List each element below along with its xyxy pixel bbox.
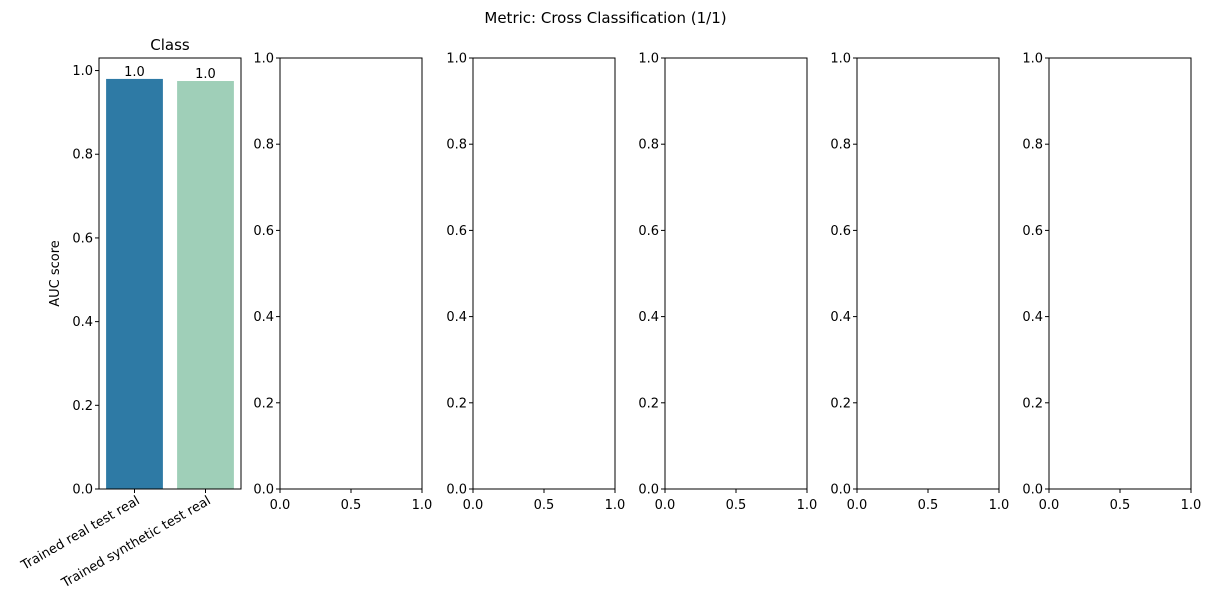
- ytick-label: 0.6: [253, 224, 274, 239]
- xtick-label: 1.0: [1181, 498, 1202, 513]
- bar-2: [177, 81, 234, 490]
- axes-frame: [472, 57, 616, 490]
- ytick-label: 0.2: [72, 399, 93, 414]
- xtick-label: 0.0: [847, 498, 868, 513]
- y-axis-label: AUC score: [48, 240, 63, 307]
- ytick-label: 1.0: [638, 52, 659, 67]
- ytick-label: 0.4: [638, 310, 659, 325]
- ytick-label: 0.4: [1022, 310, 1043, 325]
- subplot-3: 0.0 0.2 0.4 0.6 0.8 1.0 0.0 0.5 1.0: [446, 52, 625, 514]
- ytick-label: 0.8: [446, 138, 467, 153]
- xtick-label: 0.0: [270, 498, 291, 513]
- xtick-label: 0.5: [726, 498, 747, 513]
- ytick-label: 0.8: [72, 148, 93, 163]
- xtick-label: 0.5: [534, 498, 555, 513]
- xtick-label: 1.0: [605, 498, 626, 513]
- subplot-2: 0.0 0.2 0.4 0.6 0.8 1.0 0.0 0.5 1.0: [253, 52, 432, 514]
- ytick-label: 1.0: [253, 52, 274, 67]
- xtick-label: 1.0: [412, 498, 433, 513]
- xtick-label: 0.5: [918, 498, 939, 513]
- axes-frame: [664, 57, 808, 490]
- ytick-label: 1.0: [446, 52, 467, 67]
- ytick-label: 0.8: [1022, 138, 1043, 153]
- ytick-label: 0.0: [638, 483, 659, 498]
- bar-1: [106, 78, 163, 489]
- ytick-label: 0.6: [72, 231, 93, 246]
- ytick-label: 0.4: [253, 310, 274, 325]
- ytick-label: 0.8: [830, 138, 851, 153]
- ytick-label: 0.2: [1022, 396, 1043, 411]
- ytick-label: 0.0: [253, 483, 274, 498]
- axes-frame: [856, 57, 1000, 490]
- subplot-4: 0.0 0.2 0.4 0.6 0.8 1.0 0.0 0.5 1.0: [638, 52, 817, 514]
- subplot-title: Class: [150, 36, 190, 54]
- figure-suptitle: Metric: Cross Classification (1/1): [484, 9, 726, 27]
- ytick-label: 0.2: [830, 396, 851, 411]
- ytick-label: 0.4: [830, 310, 851, 325]
- ytick-label: 0.6: [830, 224, 851, 239]
- ytick-label: 0.8: [638, 138, 659, 153]
- xtick-label: 1.0: [797, 498, 818, 513]
- subplot-5: 0.0 0.2 0.4 0.6 0.8 1.0 0.0 0.5 1.0: [830, 52, 1009, 514]
- xtick-label: 0.0: [463, 498, 484, 513]
- ytick-label: 1.0: [830, 52, 851, 67]
- ytick-label: 1.0: [1022, 52, 1043, 67]
- ytick-label: 0.2: [253, 396, 274, 411]
- axes-frame: [1048, 57, 1192, 490]
- ytick-label: 0.0: [446, 483, 467, 498]
- ytick-label: 0.0: [830, 483, 851, 498]
- ytick-label: 0.8: [253, 138, 274, 153]
- xtick-label: 0.5: [341, 498, 362, 513]
- xtick-label: 1.0: [989, 498, 1010, 513]
- ytick-label: 0.6: [638, 224, 659, 239]
- ytick-label: 0.4: [72, 315, 93, 330]
- ytick-label: 0.0: [1022, 483, 1043, 498]
- xtick-label: 0.0: [1039, 498, 1060, 513]
- ytick-label: 0.2: [446, 396, 467, 411]
- ytick-label: 0.2: [638, 396, 659, 411]
- axes-frame: [98, 57, 242, 490]
- bar-data-label: 1.0: [124, 65, 145, 80]
- ytick-label: 0.6: [446, 224, 467, 239]
- axes-frame: [279, 57, 423, 490]
- ytick-label: 1.0: [72, 64, 93, 79]
- ytick-label: 0.0: [72, 483, 93, 498]
- xtick-label: 0.5: [1110, 498, 1131, 513]
- subplot-6: 0.0 0.2 0.4 0.6 0.8 1.0 0.0 0.5 1.0: [1022, 52, 1201, 514]
- ytick-label: 0.6: [1022, 224, 1043, 239]
- ytick-label: 0.4: [446, 310, 467, 325]
- bar-data-label: 1.0: [195, 67, 216, 82]
- xtick-label: 0.0: [655, 498, 676, 513]
